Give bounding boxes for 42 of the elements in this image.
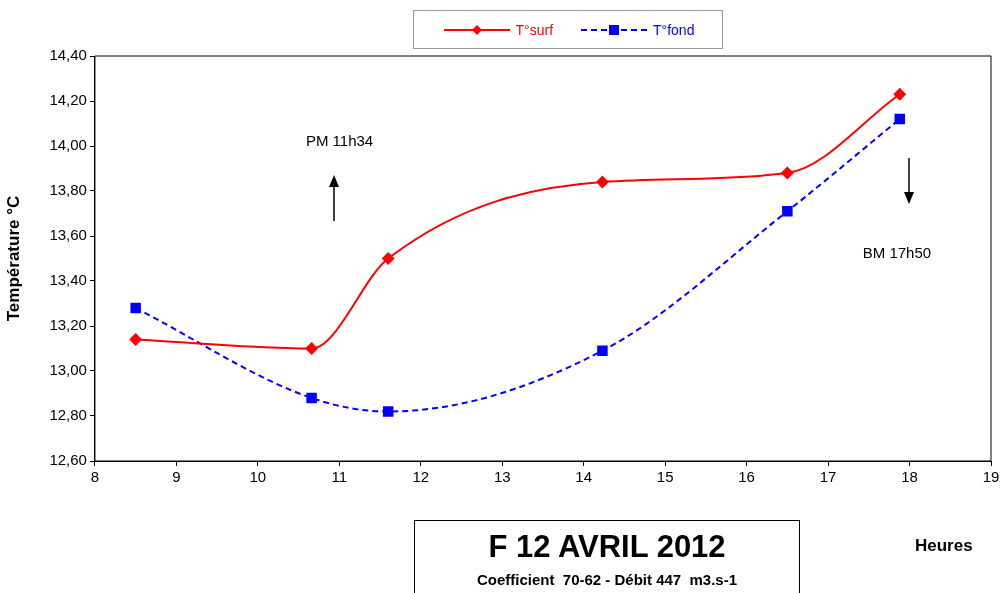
x-tick-label: 17 <box>819 468 837 486</box>
y-tick-label: 13,60 <box>49 226 87 244</box>
x-tick-label: 12 <box>412 468 430 486</box>
point <box>596 176 609 188</box>
y-tick-label: 13,80 <box>49 181 87 199</box>
point <box>782 206 793 217</box>
point <box>130 302 141 314</box>
x-tick-label: 14 <box>575 468 593 486</box>
annotation: PM 11h34 <box>305 132 374 150</box>
x-tick-label: 13 <box>493 468 511 486</box>
y-tick-label: 12,60 <box>49 451 87 469</box>
point <box>382 252 395 265</box>
x-tick-label: 10 <box>249 468 267 486</box>
y-tick-label: 14,00 <box>49 136 87 154</box>
x-tick-label: 16 <box>738 468 755 486</box>
point <box>306 392 317 404</box>
x-tick-label: 19 <box>982 468 1000 486</box>
y-tick-label: 14,40 <box>49 46 87 64</box>
legend-label: T°surf <box>515 21 554 38</box>
y-tick-label: 13,20 <box>49 316 87 334</box>
point <box>129 333 142 346</box>
y-tick-label: 12,80 <box>49 406 87 424</box>
text: F 12 AVRIL 2012 <box>487 529 727 565</box>
annotation: BM 17h50 <box>862 243 932 261</box>
y-tick-label: 13,00 <box>49 361 87 379</box>
point <box>305 342 318 355</box>
x-tick-label: 8 <box>90 468 100 486</box>
x-tick-label: 9 <box>172 468 181 486</box>
y-tick-label: 14,20 <box>49 91 87 109</box>
legend-label: T°fond <box>653 21 695 38</box>
point <box>382 406 394 417</box>
point <box>597 345 608 356</box>
x-tick-label: 15 <box>656 468 674 486</box>
text: Coefficient 70-62 - Débit 447 m3.s-1 <box>475 571 739 588</box>
y-axis-title: Température °C <box>3 195 23 322</box>
point <box>894 113 906 125</box>
x-axis-title: Heures <box>915 536 973 556</box>
y-tick-label: 13,40 <box>49 271 87 289</box>
point <box>893 88 906 101</box>
x-tick-label: 18 <box>901 468 918 486</box>
point <box>781 167 794 179</box>
x-tick-label: 11 <box>331 468 348 486</box>
